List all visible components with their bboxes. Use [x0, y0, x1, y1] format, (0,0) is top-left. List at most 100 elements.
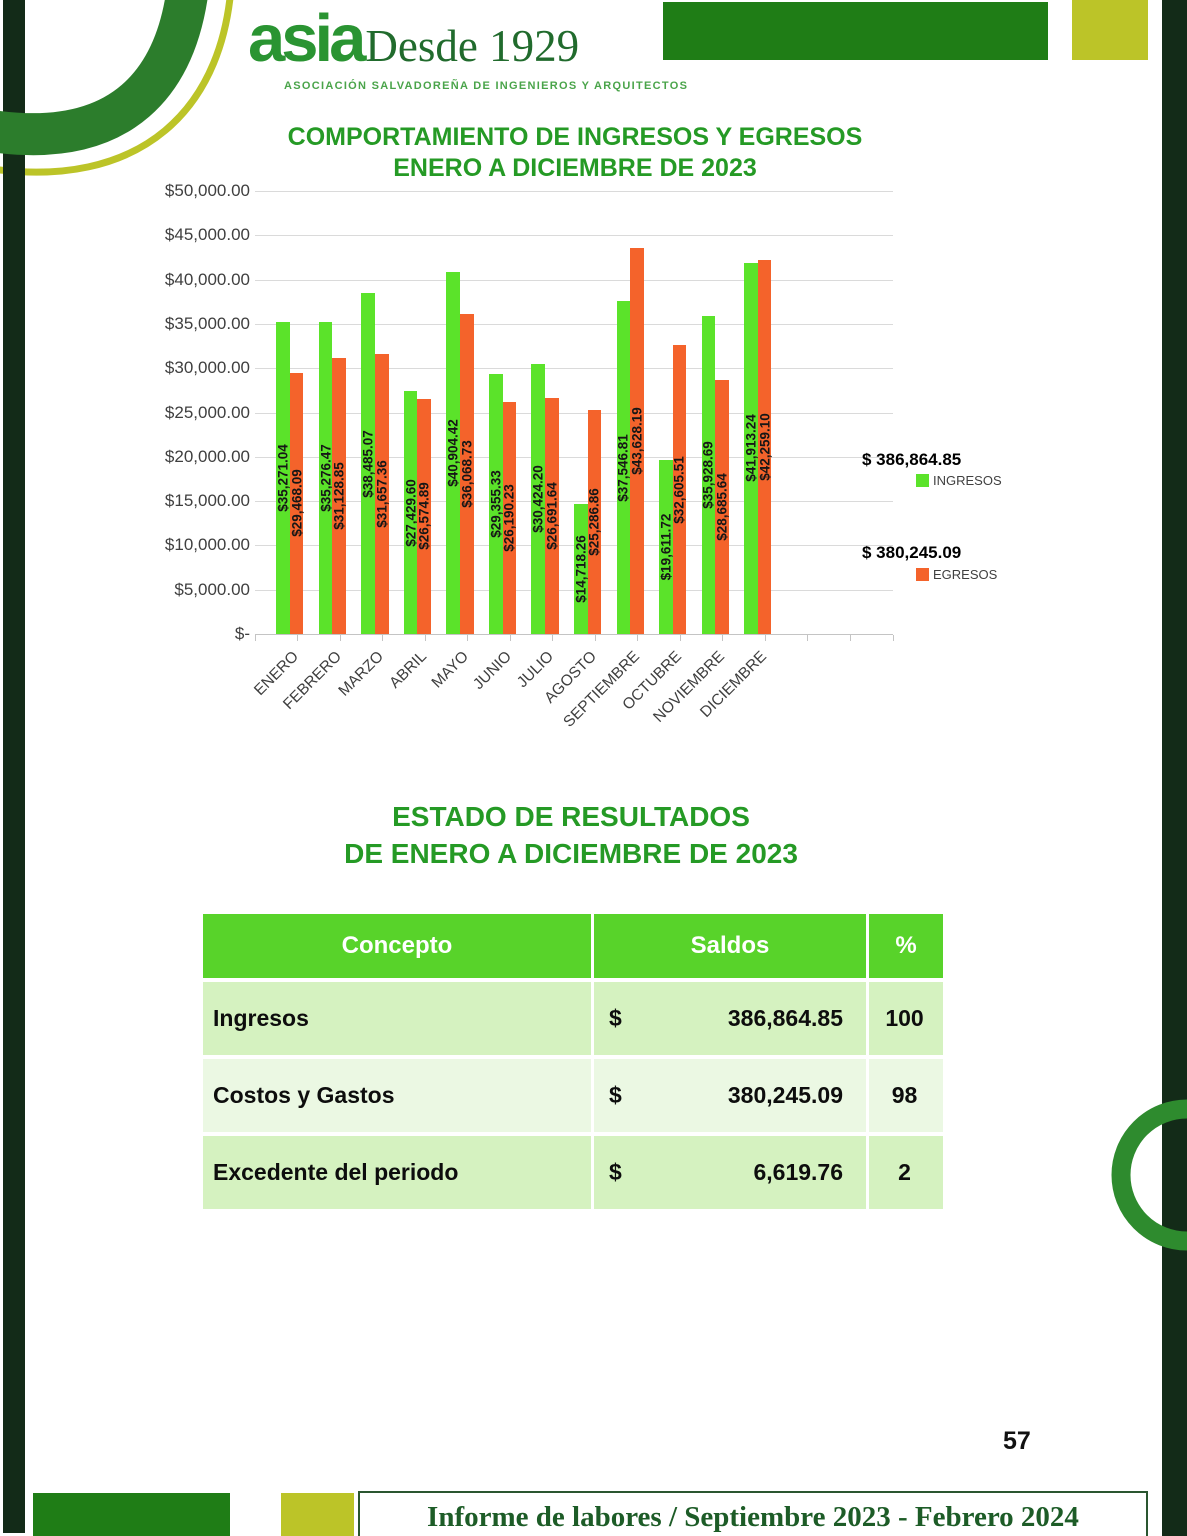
column-header-pct: %	[869, 914, 943, 978]
bar-ingresos-julio: $30,424.20	[531, 364, 546, 634]
results-title-line1: ESTADO DE RESULTADOS	[392, 801, 750, 832]
bar-ingresos-enero: $35,271.04	[275, 321, 291, 634]
legend-ingresos-label: INGRESOS	[933, 473, 1002, 488]
currency-symbol: $	[609, 1159, 622, 1185]
y-axis-tick-label: $35,000.00	[164, 313, 250, 333]
x-axis-line	[255, 634, 893, 635]
corner-arc-green	[0, 0, 208, 156]
footer-banner: Informe de labores / Septiembre 2023 - F…	[358, 1491, 1148, 1536]
bar-value-label: $26,190.23	[501, 484, 517, 552]
x-axis-tick	[467, 635, 469, 641]
logo-wordmark: asia	[248, 1, 366, 76]
y-axis-tick-label: $15,000.00	[164, 491, 250, 511]
column-header-concepto: Concepto	[203, 914, 591, 978]
bar-egresos-febrero: $31,128.85	[331, 358, 347, 634]
gridline	[255, 412, 893, 414]
y-axis-tick-label: $30,000.00	[164, 358, 250, 378]
table-row-ingresos: Ingresos $386,864.85 100	[203, 982, 943, 1055]
bar-egresos-enero: $29,468.09	[289, 372, 304, 634]
bar-egresos-julio: $26,691.64	[544, 397, 560, 634]
bar-value-label: $26,691.64	[544, 481, 560, 550]
y-axis-tick-label: $-	[234, 624, 250, 643]
footer-yellow-square	[281, 1493, 354, 1536]
bar-value-label: $25,286.86	[586, 488, 602, 556]
bar-egresos-agosto: $25,286.86	[586, 410, 602, 634]
y-axis: $- $5,000.00 $10,000.00 $15,000.00 $20,000.0…	[120, 0, 250, 660]
bar-ingresos-agosto: $14,718.26	[573, 503, 588, 634]
bar-ingresos-febrero: $35,276.47	[318, 321, 333, 634]
bar-value-label: $42,259.10	[757, 413, 773, 481]
gridline	[255, 456, 893, 458]
x-axis-tick	[722, 635, 724, 641]
results-header-row: Concepto Saldos %	[203, 914, 943, 978]
x-axis-tick	[254, 635, 256, 641]
bar-egresos-marzo: $31,657.36	[374, 353, 390, 634]
bar-egresos-noviembre: $28,685.64	[714, 379, 729, 634]
right-ring-decoration	[1111, 1099, 1187, 1251]
saldo-cell: $380,245.09	[594, 1059, 866, 1132]
bar-value-label: $31,657.36	[374, 459, 390, 528]
bar-egresos-septiembre: $43,628.19	[629, 247, 645, 634]
y-axis-tick-label: $25,000.00	[164, 402, 250, 422]
x-axis-tick	[849, 635, 851, 641]
bar-ingresos-septiembre: $37,546.81	[616, 301, 631, 634]
y-axis-tick-label: $45,000.00	[164, 225, 250, 245]
bar-ingresos-junio: $29,355.33	[488, 373, 503, 634]
concepto-cell: Ingresos	[203, 982, 591, 1055]
gridline	[255, 235, 893, 237]
gridline	[255, 368, 893, 370]
left-edge-bar	[3, 0, 25, 1533]
y-axis-tick-label: $10,000.00	[164, 535, 250, 555]
header-yellow-square	[1072, 0, 1148, 60]
gridline	[255, 279, 893, 281]
pct-cell: 2	[869, 1136, 943, 1209]
bar-ingresos-mayo: $40,904.42	[445, 271, 461, 634]
legend-egresos-label: EGRESOS	[933, 567, 998, 582]
results-title-line2: DE ENERO A DICIEMBRE DE 2023	[344, 838, 798, 869]
gridline	[255, 323, 893, 325]
bar-egresos-octubre: $32,605.51	[672, 345, 687, 634]
chart-title: COMPORTAMIENTO DE INGRESOS Y EGRESOS ENE…	[255, 122, 895, 184]
x-axis-tick	[424, 635, 426, 641]
saldo-amount: 386,864.85	[727, 1005, 843, 1031]
concepto-cell: Costos y Gastos	[203, 1059, 591, 1132]
bar-value-label: $41,913.24	[743, 414, 759, 483]
corner-arc-yellow	[0, 0, 234, 176]
gridline	[255, 191, 893, 192]
x-axis-tick	[509, 635, 511, 641]
x-axis-tick	[807, 635, 809, 641]
egresos-swatch-icon	[916, 568, 929, 581]
x-axis-tick	[679, 635, 681, 641]
logo-subtitle: ASOCIACIÓN SALVADOREÑA DE INGENIEROS Y A…	[284, 80, 689, 92]
bar-value-label: $35,271.04	[275, 443, 291, 512]
chart-title-line2: ENERO A DICIEMBRE DE 2023	[393, 154, 757, 182]
chart-plot-area: $35,271.04 $29,468.09 $35,276.47 $31,128.85…	[254, 191, 894, 641]
bar-value-label: $31,128.85	[331, 462, 347, 530]
x-axis-tick	[297, 635, 299, 641]
bar-egresos-diciembre: $42,259.10	[757, 259, 773, 634]
pct-cell: 98	[869, 1059, 943, 1132]
bar-value-label: $36,068.73	[459, 440, 475, 508]
bar-value-label: $26,574.89	[416, 482, 432, 551]
bar-ingresos-noviembre: $35,928.69	[701, 315, 716, 634]
bar-ingresos-diciembre: $41,913.24	[743, 262, 759, 634]
x-axis-tick	[637, 635, 639, 641]
page-number: 57	[1003, 1427, 1031, 1455]
bar-value-label: $43,628.19	[629, 406, 645, 475]
x-axis-tick	[552, 635, 554, 641]
x-axis-tick	[764, 635, 766, 641]
bar-value-label: $40,904.42	[445, 419, 461, 487]
pct-cell: 100	[869, 982, 943, 1055]
footer-green-bar	[33, 1493, 230, 1536]
column-header-saldos: Saldos	[594, 914, 866, 978]
results-title: ESTADO DE RESULTADOS DE ENERO A DICIEMBR…	[200, 798, 942, 872]
saldo-cell: $6,619.76	[594, 1136, 866, 1209]
currency-symbol: $	[609, 1005, 622, 1031]
bar-egresos-abril: $26,574.89	[416, 398, 432, 634]
bar-ingresos-marzo: $38,485.07	[361, 293, 376, 634]
saldo-cell: $386,864.85	[594, 982, 866, 1055]
ingresos-swatch-icon	[916, 474, 929, 487]
x-axis-tick	[892, 635, 894, 641]
legend-ingresos: INGRESOS	[916, 473, 1002, 488]
